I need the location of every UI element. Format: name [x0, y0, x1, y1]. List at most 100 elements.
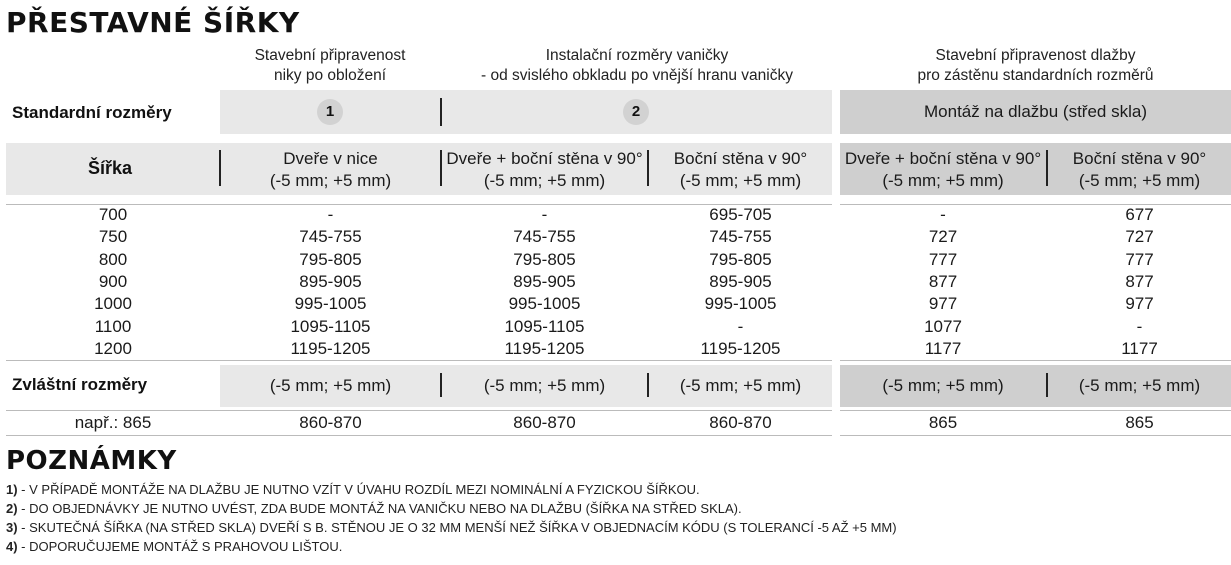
- width-value: 800: [98, 249, 128, 269]
- dimension-cell: 895-905: [709, 271, 772, 291]
- note-number: 4): [6, 539, 18, 554]
- row-divider: [840, 204, 1231, 205]
- special-tolerance: (-5 mm; +5 mm): [679, 376, 802, 395]
- special-label: Zvláštní rozměry: [12, 375, 148, 394]
- col-header-line: Boční stěna v 90°: [1072, 149, 1207, 168]
- dimension-cell: 1095-1105: [504, 316, 585, 336]
- row-divider: [840, 410, 1231, 411]
- dimension-cell: 1195-1205: [504, 338, 585, 358]
- separator: [1046, 150, 1048, 186]
- header-tray-line1: Instalační rozměry vaničky: [545, 47, 729, 64]
- dimension-cell: 745-755: [513, 227, 576, 247]
- row-divider: [840, 360, 1231, 361]
- separator: [440, 150, 442, 186]
- header-tray: Instalační rozměry vaničky - od svislého…: [442, 46, 832, 86]
- dimension-cell: 895-905: [299, 271, 362, 291]
- col-header-line: (-5 mm; +5 mm): [483, 171, 606, 190]
- separator: [647, 373, 649, 397]
- separator: [647, 150, 649, 186]
- dimension-cell: 977: [1125, 294, 1154, 314]
- col-header-line: Dveře v nice: [283, 149, 378, 168]
- note-number: 3): [6, 520, 18, 535]
- note-text: - DOPORUČUJEME MONTÁŽ S PRAHOVOU LIŠTOU.: [17, 539, 343, 554]
- notes-title: POZNÁMKY: [6, 446, 177, 476]
- dimension-cell: 995-1005: [704, 294, 777, 314]
- dimension-cell: 745-755: [709, 227, 772, 247]
- dimension-cell: 995-1005: [508, 294, 581, 314]
- col-header-door-niche: Dveře v nice (-5 mm; +5 mm): [221, 148, 440, 192]
- row-divider: [6, 410, 832, 411]
- note-number: 2): [6, 501, 18, 516]
- circle-2-badge: 2: [623, 99, 649, 125]
- separator: [440, 98, 442, 126]
- note-text: - V PŘÍPADĚ MONTÁŽE NA DLAŽBU JE NUTNO V…: [17, 482, 700, 497]
- col-header-tile-side: Boční stěna v 90° (-5 mm; +5 mm): [1048, 148, 1231, 192]
- tile-mount-label: Montáž na dlažbu (střed skla): [924, 102, 1147, 121]
- note-item: 4) - DOPORUČUJEME MONTÁŽ S PRAHOVOU LIŠT…: [6, 537, 897, 556]
- separator: [219, 150, 221, 186]
- col-header-door-side: Dveře + boční stěna v 90° (-5 mm; +5 mm): [442, 148, 647, 192]
- col-header-line: Dveře + boční stěna v 90°: [446, 149, 643, 168]
- width-header-band-tile: [840, 143, 1231, 195]
- special-tolerance: (-5 mm; +5 mm): [1078, 376, 1201, 395]
- width-value: 1000: [94, 294, 132, 314]
- width-value: 900: [98, 271, 128, 291]
- col-header-line: Boční stěna v 90°: [673, 149, 808, 168]
- note-item: 1) - V PŘÍPADĚ MONTÁŽE NA DLAŽBU JE NUTN…: [6, 480, 897, 499]
- dimension-cell: 795-805: [709, 249, 772, 269]
- special-tolerance: (-5 mm; +5 mm): [483, 376, 606, 395]
- col-header-tile-door-side: Dveře + boční stěna v 90° (-5 mm; +5 mm): [840, 148, 1046, 192]
- col-header-line: (-5 mm; +5 mm): [1078, 171, 1201, 190]
- col-header-line: (-5 mm; +5 mm): [882, 171, 1004, 190]
- dimension-cell: 777: [928, 249, 958, 269]
- dimension-cell: 795-805: [299, 249, 362, 269]
- width-value: 1200: [94, 338, 132, 358]
- dimension-cell: 877: [928, 271, 958, 291]
- col-header-side: Boční stěna v 90° (-5 mm; +5 mm): [649, 148, 832, 192]
- example-cell: 865: [1125, 413, 1154, 432]
- dimension-cell: 1195-1205: [290, 338, 371, 358]
- dimension-cell: -: [541, 205, 548, 224]
- dimension-cell: 877: [1125, 271, 1154, 291]
- dimension-cell: 695-705: [709, 205, 772, 224]
- dimension-cell: 745-755: [299, 227, 362, 247]
- dimension-cell: -: [737, 316, 744, 336]
- standard-label: Standardní rozměry: [12, 103, 172, 122]
- col-header-line: Dveře + boční stěna v 90°: [844, 149, 1042, 168]
- dimension-cell: 727: [928, 227, 958, 247]
- example-cell: 860-870: [513, 413, 576, 432]
- header-tile-line1: Stavební připravenost dlažby: [935, 47, 1136, 64]
- special-tolerance: (-5 mm; +5 mm): [882, 376, 1004, 395]
- row-divider: [6, 360, 832, 361]
- dimension-cell: -: [327, 205, 334, 224]
- width-value: 1100: [94, 316, 132, 336]
- dimension-cell: 677: [1125, 205, 1154, 224]
- note-item: 2) - DO OBJEDNÁVKY JE NUTNO UVÉST, ZDA B…: [6, 499, 897, 518]
- example-cell: 860-870: [709, 413, 772, 432]
- page-title: PŘESTAVNÉ ŠÍŘKY: [6, 6, 300, 39]
- col-header-line: (-5 mm; +5 mm): [269, 171, 392, 190]
- dimension-cell: 795-805: [513, 249, 576, 269]
- width-label: Šířka: [87, 158, 133, 178]
- standard-band: [220, 90, 832, 134]
- row-divider: [6, 435, 832, 436]
- header-tile-line2: pro zástěnu standardních rozměrů: [917, 67, 1154, 84]
- dimension-cell: 1177: [1121, 338, 1158, 358]
- dimension-cell: 995-1005: [294, 294, 367, 314]
- note-text: - SKUTEČNÁ ŠÍŘKA (NA STŘED SKLA) DVEŘÍ S…: [17, 520, 897, 535]
- width-value: 750: [98, 227, 128, 247]
- width-value: 700: [98, 205, 128, 224]
- separator: [440, 373, 442, 397]
- header-tray-line2: - od svislého obkladu po vnější hranu va…: [481, 67, 793, 84]
- circle-1-badge: 1: [317, 99, 343, 125]
- dimension-cell: 1095-1105: [290, 316, 371, 336]
- special-band-tile: [840, 365, 1231, 407]
- header-niche-line2: niky po obložení: [273, 67, 387, 84]
- header-tile: Stavební připravenost dlažby pro zástěnu…: [840, 46, 1231, 86]
- dimension-cell: 1077: [924, 316, 962, 336]
- dimension-cell: 1177: [924, 338, 962, 358]
- example-cell: 865: [928, 413, 958, 432]
- example-cell: 860-870: [299, 413, 362, 432]
- header-niche: Stavební připravenost niky po obložení: [220, 46, 440, 86]
- dimension-cell: 777: [1125, 249, 1154, 269]
